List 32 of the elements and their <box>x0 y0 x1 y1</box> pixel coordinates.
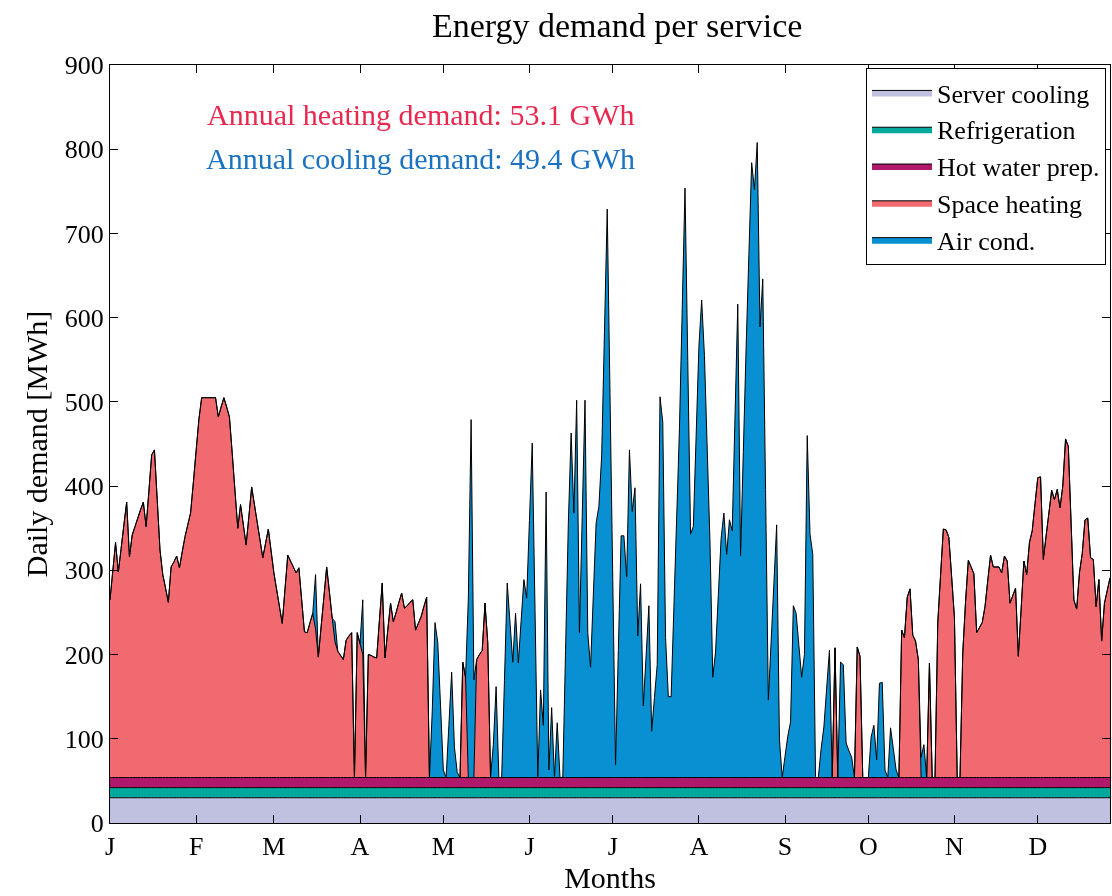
x-tick-label: J <box>607 832 618 862</box>
y-tick-label: 100 <box>64 724 104 754</box>
legend-label: Space heating <box>937 189 1083 219</box>
x-tick-label: D <box>1028 832 1048 862</box>
x-tick-label: A <box>350 832 370 862</box>
chart-title: Energy demand per service <box>431 7 803 45</box>
x-tick-label: F <box>188 832 204 862</box>
x-tick-label: M <box>431 832 455 862</box>
x-tick-label: N <box>945 832 965 862</box>
y-tick-label: 600 <box>64 303 104 333</box>
annotation: Annual heating demand: 53.1 GWh <box>207 98 635 131</box>
x-tick-label: O <box>858 832 878 862</box>
y-tick-label: 500 <box>64 387 104 417</box>
y-axis-title: Daily demand [MWh] <box>19 310 53 578</box>
x-axis-title: Months <box>564 861 656 895</box>
legend-label: Hot water prep. <box>937 153 1100 183</box>
y-tick-label: 900 <box>64 51 104 81</box>
legend-label: Refrigeration <box>937 116 1076 146</box>
x-tick-label: J <box>104 832 116 862</box>
x-tick-label: J <box>524 832 535 862</box>
x-tick-label: S <box>777 832 793 862</box>
x-tick-label: A <box>689 832 709 862</box>
y-tick-label: 300 <box>64 556 104 586</box>
x-tick-label: M <box>262 832 286 862</box>
y-tick-label: 0 <box>90 809 104 839</box>
annotation: Annual cooling demand: 49.4 GWh <box>206 142 636 175</box>
y-tick-label: 200 <box>64 640 104 670</box>
legend-label: Air cond. <box>937 226 1036 256</box>
y-tick-label: 700 <box>64 219 104 249</box>
legend-label: Server cooling <box>937 79 1090 109</box>
y-tick-label: 800 <box>64 135 104 165</box>
y-tick-label: 400 <box>64 472 104 502</box>
